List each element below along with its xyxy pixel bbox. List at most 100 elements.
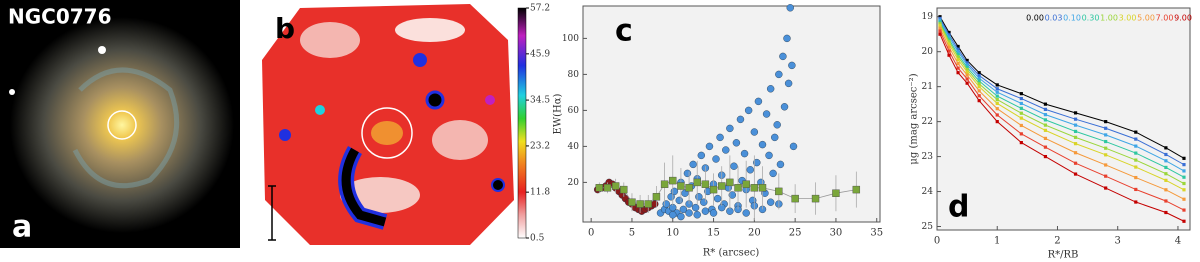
point: [718, 182, 726, 190]
colorbar: [517, 7, 527, 239]
x-tick-label: 0: [934, 236, 940, 247]
point: [730, 162, 738, 170]
legend-entry: 0.00: [1026, 14, 1044, 23]
point: [603, 184, 612, 192]
point: [697, 151, 706, 160]
point: [779, 52, 787, 61]
point: [740, 149, 749, 158]
point: [742, 180, 750, 188]
point: [947, 39, 951, 44]
point: [938, 18, 942, 22]
x-tick-label: 5: [629, 228, 635, 239]
point: [683, 169, 692, 178]
x-axis-label: R* (arcsec): [703, 248, 760, 259]
point: [758, 140, 767, 149]
point: [693, 211, 701, 219]
point: [732, 139, 741, 147]
point: [977, 94, 981, 98]
point: [1182, 163, 1186, 167]
point: [769, 169, 777, 178]
point: [965, 61, 969, 65]
point: [1073, 117, 1078, 121]
point: [762, 110, 771, 118]
point: [852, 185, 861, 194]
point: [1019, 92, 1023, 96]
point: [628, 198, 636, 206]
map-region: [279, 129, 291, 141]
point: [651, 200, 659, 208]
point: [728, 191, 737, 199]
point: [1164, 178, 1168, 182]
point: [754, 97, 763, 106]
point: [691, 203, 700, 212]
x-tick-label: 20: [748, 228, 761, 239]
point: [1134, 200, 1138, 204]
point: [1104, 133, 1108, 137]
point: [1043, 113, 1048, 117]
point: [965, 73, 969, 77]
point: [700, 198, 708, 206]
spiral-arm: [72, 67, 180, 189]
point: [771, 133, 779, 142]
y-tick-label: 100: [562, 34, 579, 44]
point: [1104, 146, 1108, 150]
map-region: [315, 105, 325, 115]
legend-entry: 1.00: [1100, 14, 1118, 23]
point: [1043, 118, 1048, 122]
point: [1164, 146, 1168, 150]
point: [832, 189, 840, 197]
point: [783, 34, 791, 43]
point: [677, 212, 685, 221]
colorbar-tick-label: 0.5: [530, 234, 545, 244]
point: [977, 79, 981, 83]
x-tick-label: 1: [994, 236, 1000, 247]
x-tick-label: 0: [588, 228, 594, 239]
point: [965, 67, 969, 72]
point: [947, 35, 951, 39]
point: [1073, 142, 1078, 146]
point: [1043, 154, 1048, 159]
point: [766, 85, 775, 93]
point: [775, 70, 783, 79]
x-axis-label: R*/RB: [1048, 250, 1079, 261]
point: [1073, 129, 1078, 134]
point: [734, 184, 742, 192]
point: [956, 52, 960, 57]
y-tick-label: 25: [922, 222, 934, 232]
point: [995, 101, 999, 106]
point: [773, 121, 781, 129]
point: [1134, 130, 1138, 134]
point: [679, 205, 688, 214]
legend-entry: 3.00: [1119, 14, 1137, 23]
point: [1182, 169, 1186, 173]
point: [1019, 101, 1023, 106]
point: [758, 184, 767, 192]
x-tick-label: 10: [666, 228, 679, 239]
map-region: [395, 18, 465, 42]
point: [1043, 145, 1048, 149]
map-region: [371, 121, 403, 145]
point: [956, 71, 960, 75]
point: [636, 200, 644, 208]
point: [965, 70, 969, 74]
point: [1134, 187, 1138, 192]
point: [1043, 128, 1048, 132]
x-tick-label: 3: [1115, 236, 1121, 247]
point: [644, 200, 652, 208]
point: [938, 26, 942, 30]
point: [786, 4, 794, 12]
point: [965, 63, 969, 67]
colorbar-tick-label: 34.5: [530, 96, 550, 106]
point: [766, 198, 775, 206]
point: [1073, 111, 1078, 115]
point: [675, 196, 683, 205]
point: [742, 209, 750, 217]
scale-bar: [268, 185, 276, 241]
point: [995, 83, 999, 87]
point: [938, 16, 942, 21]
point: [746, 166, 754, 174]
panel-label: c: [615, 14, 633, 49]
point: [1073, 172, 1078, 176]
aperture: [361, 107, 413, 159]
